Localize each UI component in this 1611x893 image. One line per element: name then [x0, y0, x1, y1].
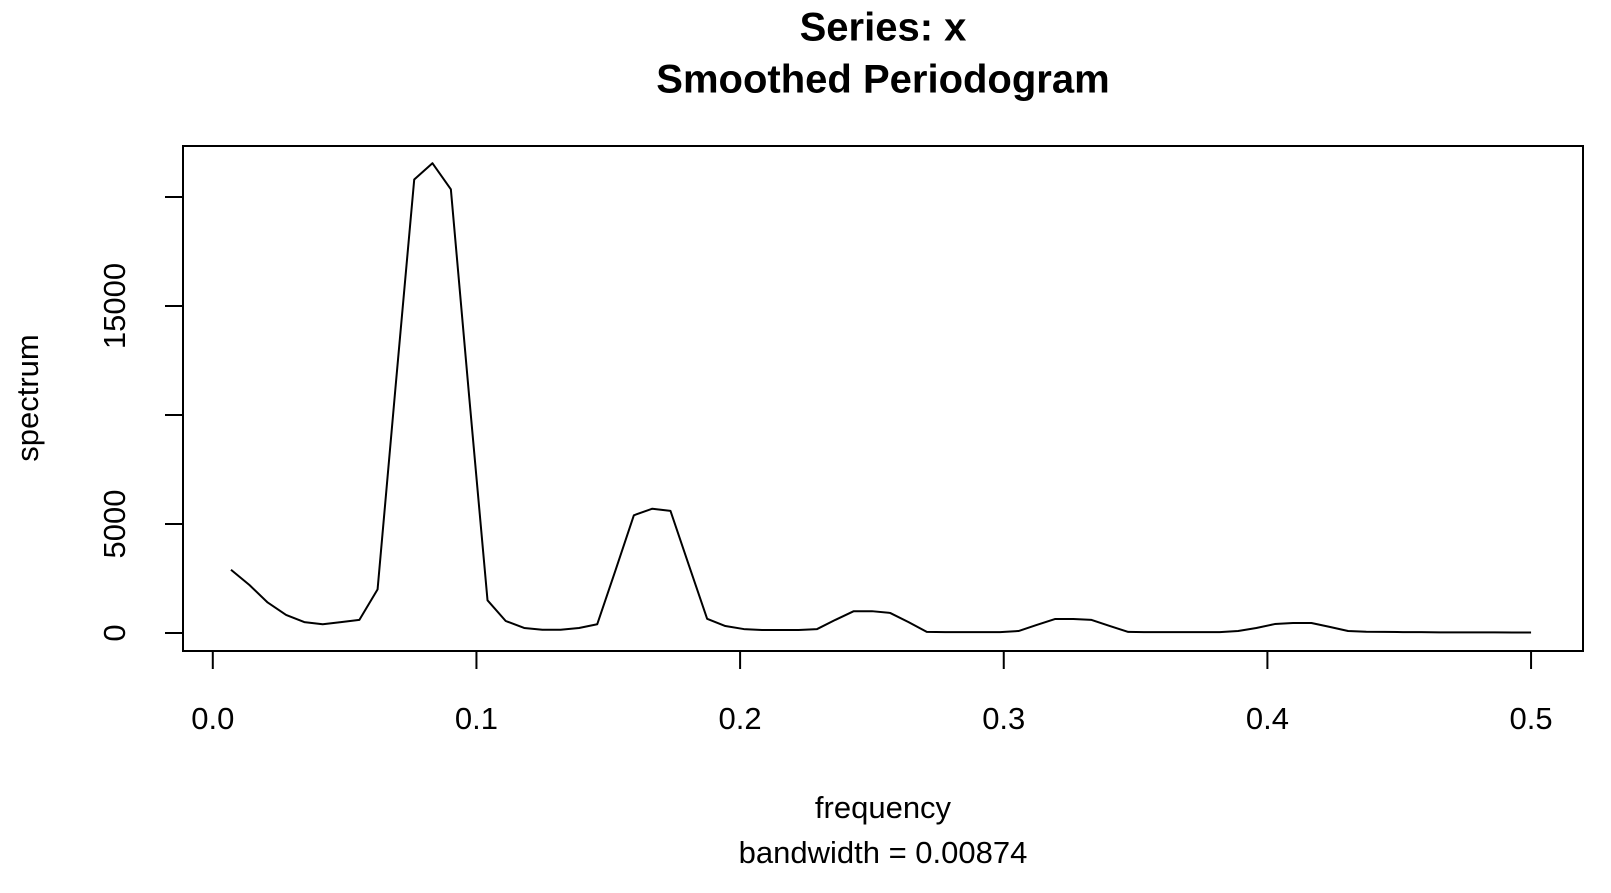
x-tick-label: 0.4 [1246, 701, 1289, 736]
x-tick-label: 0.0 [191, 701, 234, 736]
x-tick-label: 0.3 [982, 701, 1025, 736]
x-axis-sublabel: bandwidth = 0.00874 [739, 835, 1028, 870]
x-axis-label: frequency [815, 790, 952, 825]
chart-title: Series: x [800, 6, 967, 50]
y-tick-label: 15000 [97, 263, 132, 349]
y-axis-label: spectrum [10, 334, 45, 461]
spectrum-line [230, 162, 1532, 634]
x-tick-label: 0.1 [455, 701, 498, 736]
y-tick-label: 0 [97, 624, 132, 641]
x-tick-label: 0.5 [1510, 701, 1553, 736]
x-tick-label: 0.2 [719, 701, 762, 736]
chart-subtitle: Smoothed Periodogram [656, 58, 1109, 102]
y-tick-label: 5000 [97, 490, 132, 559]
